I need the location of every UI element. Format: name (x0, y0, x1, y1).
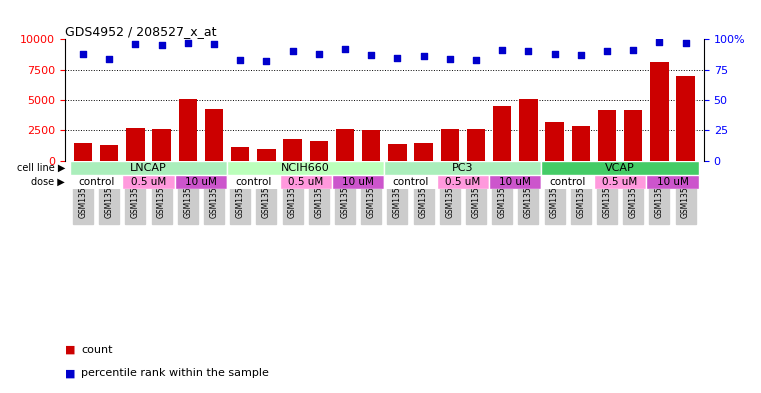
Bar (493, 106, 511, 161)
Point (103, 55, 116, 62)
Bar (384, 174, 437, 189)
Point (391, 54, 403, 61)
Text: 10 uM: 10 uM (342, 177, 374, 187)
Bar (466, 129, 486, 161)
Bar (126, 128, 145, 161)
Point (155, 42, 167, 48)
Text: percentile rank within the sample: percentile rank within the sample (81, 368, 269, 378)
Text: GDS4952 / 208527_x_at: GDS4952 / 208527_x_at (65, 25, 216, 38)
Point (496, 47, 508, 53)
Text: 0.5 uM: 0.5 uM (288, 177, 323, 187)
Bar (205, 108, 223, 161)
Text: 0.5 uM: 0.5 uM (131, 177, 166, 187)
Text: 0.5 uM: 0.5 uM (603, 177, 638, 187)
Bar (283, 140, 302, 161)
Bar (227, 161, 384, 174)
Bar (489, 174, 542, 189)
Bar (227, 174, 279, 189)
Text: 10 uM: 10 uM (499, 177, 531, 187)
Point (182, 40, 194, 46)
Point (627, 47, 639, 53)
Bar (179, 99, 197, 161)
Bar (336, 129, 354, 161)
Bar (74, 143, 92, 161)
Point (680, 40, 692, 46)
Bar (594, 174, 646, 189)
Bar (388, 144, 406, 161)
Text: VCAP: VCAP (605, 163, 635, 173)
Text: control: control (78, 177, 114, 187)
Bar (332, 174, 384, 189)
Bar (70, 161, 227, 174)
Bar (519, 99, 537, 161)
Text: ■: ■ (65, 345, 75, 355)
Text: ■: ■ (65, 368, 75, 378)
Bar (100, 145, 119, 161)
Point (260, 58, 272, 64)
Point (77, 51, 89, 57)
Point (549, 51, 561, 57)
Bar (384, 161, 542, 174)
Point (444, 55, 456, 62)
Bar (415, 143, 433, 161)
Bar (123, 174, 175, 189)
Bar (310, 141, 328, 161)
Bar (441, 129, 459, 161)
Bar (598, 110, 616, 161)
Text: dose ▶: dose ▶ (31, 177, 65, 187)
Text: NCIH660: NCIH660 (282, 163, 330, 173)
Text: PC3: PC3 (452, 163, 473, 173)
Bar (362, 130, 380, 161)
Text: control: control (235, 177, 272, 187)
Bar (279, 174, 332, 189)
Bar (257, 149, 275, 161)
Bar (572, 125, 590, 161)
Bar (542, 161, 699, 174)
Bar (650, 62, 669, 161)
Bar (152, 129, 170, 161)
Text: cell line ▶: cell line ▶ (17, 163, 65, 173)
Point (313, 51, 325, 57)
Point (129, 41, 142, 47)
Bar (231, 147, 250, 161)
Text: count: count (81, 345, 113, 355)
Point (470, 57, 482, 63)
Point (365, 52, 377, 58)
Bar (70, 174, 123, 189)
Bar (677, 76, 695, 161)
Point (234, 57, 247, 63)
Point (653, 39, 665, 45)
Text: control: control (393, 177, 428, 187)
Point (418, 53, 430, 59)
Bar (542, 174, 594, 189)
Bar (624, 110, 642, 161)
Point (575, 52, 587, 58)
Point (339, 46, 351, 52)
Point (208, 41, 220, 47)
Bar (646, 174, 699, 189)
Point (522, 48, 534, 55)
Bar (546, 122, 564, 161)
Point (601, 48, 613, 55)
Point (287, 48, 299, 55)
Text: 10 uM: 10 uM (185, 177, 217, 187)
Text: 10 uM: 10 uM (657, 177, 689, 187)
Text: 0.5 uM: 0.5 uM (445, 177, 480, 187)
Text: control: control (549, 177, 586, 187)
Text: LNCAP: LNCAP (130, 163, 167, 173)
Bar (437, 174, 489, 189)
Bar (175, 174, 227, 189)
